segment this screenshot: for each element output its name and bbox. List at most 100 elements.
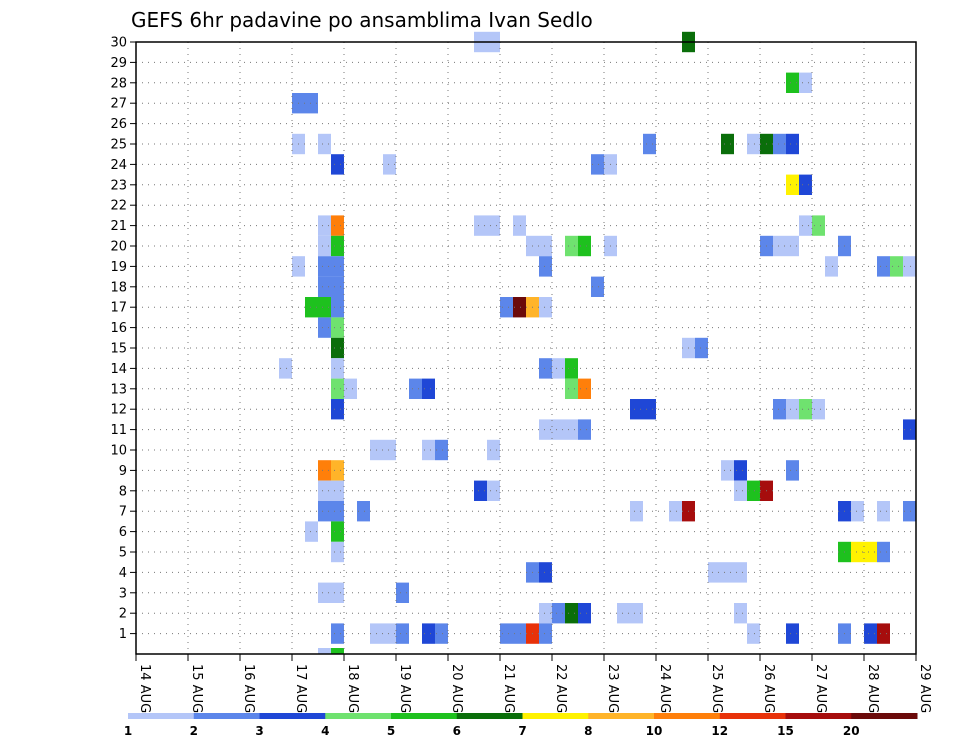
x-tick-label: 24 AUG [657, 664, 672, 713]
x-tick-label: 26 AUG [761, 664, 776, 713]
y-tick-label: 26 [110, 117, 127, 132]
heatmap-cell [890, 256, 903, 277]
heatmap-cell [786, 399, 799, 420]
colorbar-swatch [719, 713, 786, 719]
heatmap-cell [435, 439, 448, 461]
heatmap-cell [773, 399, 786, 420]
y-tick-label: 23 [110, 178, 127, 193]
heatmap-cell [565, 235, 578, 257]
heatmap-cell [331, 317, 344, 338]
heatmap-cell [539, 603, 552, 624]
heatmap-cell [331, 235, 344, 257]
heatmap-cell [864, 623, 877, 644]
heatmap-cell [331, 297, 344, 318]
heatmap-cell [318, 460, 331, 481]
heatmap-cell [578, 378, 591, 399]
colorbar-swatch [588, 713, 655, 719]
heatmap-cell [877, 501, 890, 522]
heatmap-cell [331, 623, 344, 644]
grid-lines [135, 41, 917, 654]
colorbar-swatch [785, 713, 852, 719]
heatmap-cell [630, 399, 656, 420]
y-tick-label: 7 [119, 505, 127, 520]
y-tick-label: 2 [119, 607, 127, 622]
y-axis: 1234567891011121314151617181920212223242… [110, 36, 136, 642]
heatmap-cell [539, 623, 552, 644]
colorbar-label: 2 [190, 724, 198, 738]
x-tick-label: 17 AUG [293, 664, 308, 713]
heatmap-cell [500, 623, 526, 644]
heatmap-cell [331, 460, 344, 481]
heatmap-cell [734, 480, 747, 501]
heatmap-cell [773, 235, 799, 257]
heatmap-cell [877, 541, 890, 563]
heatmap-cell [513, 297, 526, 318]
heatmap-cell [799, 174, 812, 195]
y-tick-label: 17 [110, 301, 127, 316]
colorbar-label: 3 [255, 724, 263, 738]
heatmap-cell [552, 358, 565, 379]
heatmap-cell [331, 541, 344, 563]
y-tick-label: 9 [119, 464, 127, 479]
y-tick-label: 29 [110, 56, 127, 71]
heatmap-cell [422, 439, 435, 461]
heatmap-cell [305, 521, 318, 542]
heatmap-cell [747, 623, 760, 644]
heatmap-cell [318, 480, 344, 501]
x-tick-label: 14 AUG [137, 664, 152, 713]
y-tick-label: 27 [110, 97, 127, 112]
heatmap-cell [786, 460, 799, 481]
heatmap-cell [539, 297, 552, 318]
heatmap-cell [331, 256, 344, 277]
x-tick-label: 28 AUG [865, 664, 880, 713]
heatmap-cell [786, 72, 799, 93]
heatmap-cell [474, 480, 487, 501]
heatmap-cell [500, 297, 513, 318]
heatmap-cell [799, 72, 812, 93]
heatmap-cell [318, 215, 331, 236]
heatmap-cell [435, 623, 448, 644]
heatmap-cell [539, 419, 578, 440]
heatmap-cell [669, 501, 682, 522]
colorbar-swatch [851, 713, 918, 719]
heatmap-cell [578, 419, 591, 440]
x-tick-label: 16 AUG [241, 664, 256, 713]
y-tick-label: 22 [110, 199, 127, 214]
colorbar-label: 7 [518, 724, 526, 738]
heatmap-cell [799, 215, 812, 236]
heatmap-cell [396, 582, 409, 603]
colorbar-swatch [259, 713, 326, 719]
heatmap-cell [630, 501, 643, 522]
y-tick-label: 4 [119, 566, 127, 581]
heatmap-cell [812, 215, 825, 236]
heatmap-cell [318, 235, 331, 257]
heatmap-cell [903, 419, 916, 440]
heatmap-cell [877, 256, 890, 277]
heatmap-cell [409, 378, 422, 399]
heatmap-cell [578, 603, 591, 624]
heatmap-cell [877, 623, 890, 644]
x-tick-label: 25 AUG [709, 664, 724, 713]
y-tick-label: 5 [119, 546, 127, 561]
heatmap-cell [591, 276, 604, 297]
heatmap-cell [279, 358, 292, 379]
heatmap-cell [422, 378, 435, 399]
heatmap-cell [331, 154, 344, 175]
heatmap-cell [747, 480, 760, 501]
heatmap-cell [578, 235, 591, 257]
heatmap-cell [565, 603, 578, 624]
heatmap-cell [357, 501, 370, 522]
y-tick-label: 16 [110, 321, 127, 336]
heatmap-cell [552, 603, 565, 624]
heatmap-cell [773, 133, 786, 155]
x-tick-label: 22 AUG [553, 664, 568, 713]
heatmap-cell [539, 562, 552, 583]
colorbar-label: 6 [453, 724, 461, 738]
heatmap-cell [695, 337, 708, 359]
heatmap-cell [643, 133, 656, 155]
heatmap-cell [825, 256, 838, 277]
y-tick-label: 8 [119, 484, 127, 499]
colorbar-swatch [522, 713, 589, 719]
heatmap-cell [721, 460, 734, 481]
